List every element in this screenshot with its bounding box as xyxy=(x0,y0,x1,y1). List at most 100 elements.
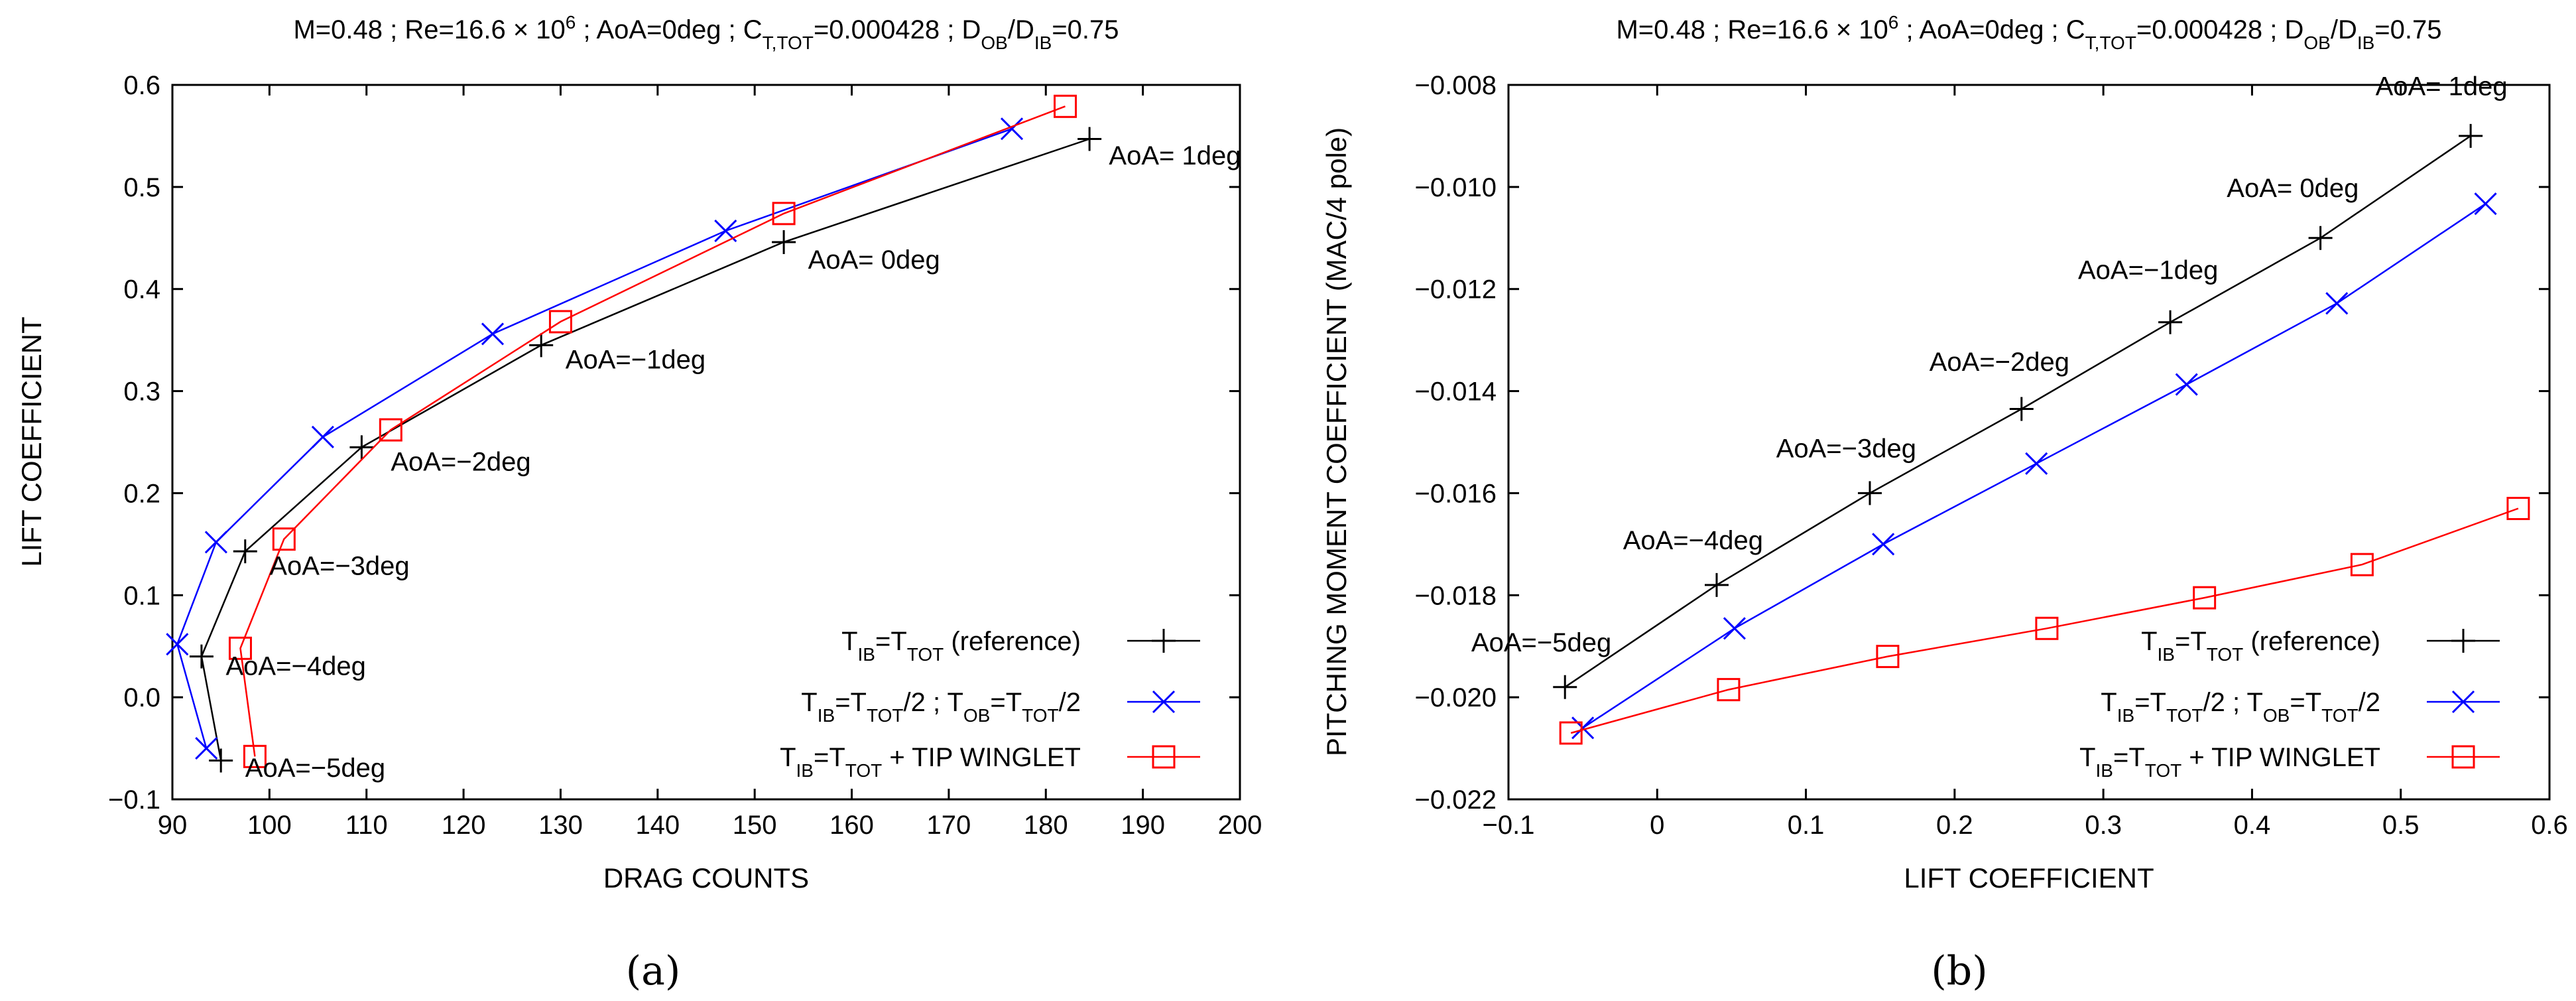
panel-a-y-tick-label: 0.6 xyxy=(123,71,160,100)
panel-b-y-axis-label: PITCHING MOMENT COEFFICIENT (MAC/4 pole) xyxy=(1321,127,1352,756)
panel-b-x-axis-label: LIFT COEFFICIENT xyxy=(1904,862,2154,894)
panel-b-series-2-point xyxy=(1872,533,1895,556)
panel-a-legend-marker-2 xyxy=(1152,690,1176,714)
panel-b-y-tick-label: −0.010 xyxy=(1415,173,1497,202)
panel-a-aoa-annotation: AoA=−2deg xyxy=(391,448,530,477)
panel-a-x-tick-label: 180 xyxy=(1024,811,1068,840)
panel-b-x-tick-label: −0.1 xyxy=(1483,811,1535,840)
panel-b-legend: TIB=TTOT (reference) TIB=TTOT/2 ; TOB=TTO… xyxy=(2079,627,2500,781)
panel-a-y-tick-label: 0.3 xyxy=(123,377,160,407)
panel-b-aoa-annotation: AoA=−1deg xyxy=(2078,255,2218,285)
panel-b-x-tick-label: 0.1 xyxy=(1788,811,1825,840)
panel-a-series-1-point xyxy=(189,644,214,669)
panel-b-x-tick-label: 0.3 xyxy=(2085,811,2122,840)
panel-a-x-axis-label: DRAG COUNTS xyxy=(603,862,809,894)
panel-a-aoa-annotation: AoA=−3deg xyxy=(269,552,409,581)
panel-b-series-3-point xyxy=(1876,645,1900,669)
panel-a-series-1-point xyxy=(209,748,233,773)
panel-a-series-1-point xyxy=(233,539,257,564)
panel-b-series-1-line xyxy=(1564,135,2471,688)
panel-b-series-3-point xyxy=(2350,553,2374,576)
panel-a-series-3-point xyxy=(379,418,402,442)
panel-a-x-tick-label: 140 xyxy=(635,811,680,840)
panel-b-series-2-point xyxy=(2175,373,2198,396)
panel-b-y-tick-label: −0.022 xyxy=(1415,785,1497,815)
panel-a-x-tick-label: 90 xyxy=(158,811,188,840)
panel-b-x-tick-label: 0 xyxy=(1650,811,1664,840)
panel-a-series-3-point xyxy=(548,310,572,334)
panel-b-y-tick-label: −0.018 xyxy=(1415,581,1497,610)
panel-b-series-3-point xyxy=(2193,586,2217,610)
panel-b-title: M=0.48 ; Re=16.6 × 106 ; AoA=0deg ; CT,T… xyxy=(1616,12,2441,53)
panel-b-series-2-point xyxy=(1723,617,1746,640)
panel-b-series-2-point xyxy=(2474,192,2497,216)
panel-b-y-tick-label: −0.014 xyxy=(1415,377,1497,407)
panel-b-y-tick-label: −0.020 xyxy=(1415,683,1497,712)
panel-b-series-1-point xyxy=(1553,675,1577,699)
panel-b-legend-marker-3 xyxy=(2451,745,2475,769)
panel-a-legend-label-2: TIB=TTOT/2 ; TOB=TTOT/2 xyxy=(801,688,1081,726)
panel-a-x-tick-label: 200 xyxy=(1218,811,1262,840)
panel-b-series-1-point xyxy=(2158,310,2183,334)
panel-a-series-3-line xyxy=(239,105,1066,757)
panel-b-series-1-point xyxy=(1858,481,1882,505)
panel-b-legend-marker-1 xyxy=(2451,629,2475,653)
panel-b-aoa-annotation: AoA= 0deg xyxy=(2227,174,2359,203)
panel-a-series-3-point xyxy=(772,202,796,226)
panel-b-legend-label-1: TIB=TTOT (reference) xyxy=(2141,627,2380,665)
panel-b: M=0.48 ; Re=16.6 × 106 ; AoA=0deg ; CT,T… xyxy=(1321,12,2568,995)
panel-b-caption: (b) xyxy=(1931,948,1987,994)
panel-b-aoa-annotation: AoA=−5deg xyxy=(1471,628,1611,657)
panel-a-series-2-point xyxy=(481,322,505,346)
panel-b-x-tick-label: 0.4 xyxy=(2234,811,2271,840)
panel-b-series-3-point xyxy=(1717,678,1741,702)
panel-a-legend: TIB=TTOT (reference) TIB=TTOT/2 ; TOB=TTO… xyxy=(780,627,1200,781)
panel-b-series-2-point xyxy=(1571,716,1595,740)
panel-a-aoa-annotation: AoA=−5deg xyxy=(245,754,385,783)
panel-a-series-2-point xyxy=(311,425,334,448)
panel-b-y-tick-label: −0.016 xyxy=(1415,479,1497,508)
panel-a-aoa-annotation: AoA=−1deg xyxy=(566,346,705,375)
panel-b-series-2-point xyxy=(2325,292,2349,315)
panel-a-series-1-point xyxy=(349,435,374,460)
panel-a-y-tick-label: 0.2 xyxy=(123,479,160,508)
panel-a-series-1-point xyxy=(1077,127,1102,151)
panel-b-x-tick-label: 0.2 xyxy=(1936,811,1973,840)
panel-a-series-2-point xyxy=(1000,117,1024,141)
panel-a-x-tick-label: 110 xyxy=(345,811,388,840)
panel-a-series-3-point xyxy=(1054,94,1077,118)
panel-a-x-tick-label: 190 xyxy=(1121,811,1165,840)
panel-a-series-2-point xyxy=(195,737,218,760)
panel-a-y-tick-label: 0.5 xyxy=(123,173,160,202)
panel-a-y-tick-label: 0.4 xyxy=(123,275,160,304)
panel-a-caption: (a) xyxy=(626,948,681,994)
panel-b-y-tick-label: −0.012 xyxy=(1415,275,1497,304)
panel-b-legend-marker-2 xyxy=(2451,690,2475,714)
panel-b-series-3-point xyxy=(2506,497,2530,521)
panel-b-series-3-point xyxy=(1559,721,1583,745)
panel-a-series-3-point xyxy=(228,636,252,660)
panel-a: M=0.48 ; Re=16.6 × 106 ; AoA=0deg ; CT,T… xyxy=(16,12,1262,995)
panel-a-x-tick-label: 160 xyxy=(829,811,874,840)
panel-b-aoa-annotation: AoA= 1deg xyxy=(2376,72,2508,101)
panel-a-title: M=0.48 ; Re=16.6 × 106 ; AoA=0deg ; CT,T… xyxy=(293,12,1119,53)
panel-a-aoa-annotation: AoA= 1deg xyxy=(1109,141,1241,170)
panel-a-legend-marker-1 xyxy=(1152,629,1176,653)
panel-b-series-3-line xyxy=(1570,507,2519,734)
panel-a-x-tick-label: 130 xyxy=(538,811,583,840)
panel-a-x-tick-label: 100 xyxy=(247,811,292,840)
panel-a-series-2-point xyxy=(166,633,189,656)
panel-a-y-tick-label: 0.0 xyxy=(123,683,160,712)
panel-a-series-1-point xyxy=(529,333,554,358)
panel-a-aoa-annotation: AoA=−4deg xyxy=(226,651,366,681)
panel-b-series-2-point xyxy=(2025,452,2048,475)
panel-b-legend-label-2: TIB=TTOT/2 ; TOB=TTOT/2 xyxy=(2101,688,2380,726)
panel-a-series-3-point xyxy=(243,744,267,768)
panel-a-legend-label-1: TIB=TTOT (reference) xyxy=(841,627,1081,665)
panel-a-series-2-point xyxy=(204,531,227,554)
panel-a-series-1-point xyxy=(772,230,796,254)
panel-b-x-tick-label: 0.5 xyxy=(2382,811,2420,840)
panel-a-series-3-point xyxy=(272,527,296,551)
panel-a-x-tick-label: 120 xyxy=(442,811,486,840)
